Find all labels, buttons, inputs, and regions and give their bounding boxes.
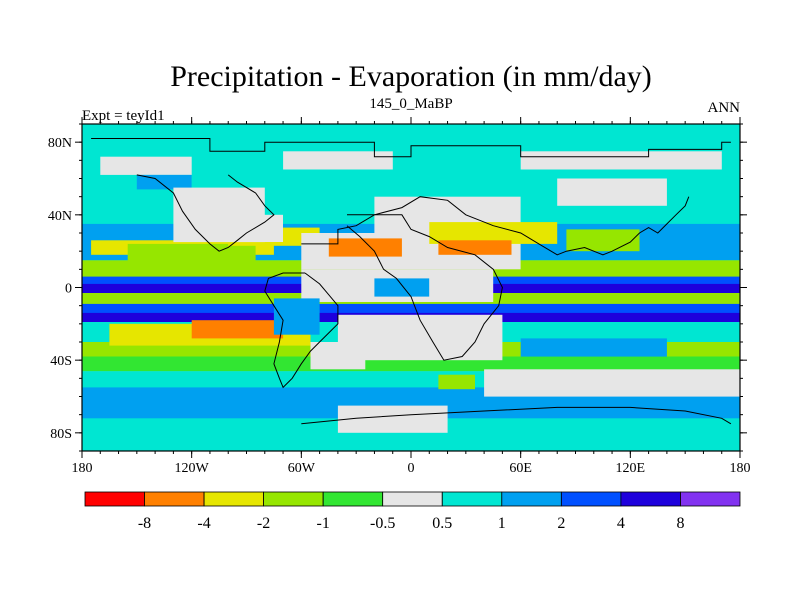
colorbar-box (203, 491, 265, 507)
colorbar-label: -4 (197, 515, 210, 532)
y-tick-label: 80N (48, 136, 72, 151)
coastline-layer (91, 138, 732, 425)
colorbar-label: 2 (557, 515, 565, 532)
colorbar-label: 4 (617, 515, 625, 532)
x-tick-label: 120W (175, 461, 210, 476)
region-23 (283, 151, 393, 170)
colorbar-box (620, 491, 681, 507)
region-34 (337, 314, 503, 361)
coastline-3 (264, 272, 339, 389)
colorbar-box (382, 491, 443, 507)
coastline-0 (91, 138, 731, 158)
colorbar-label: -1 (317, 515, 330, 532)
x-tick-label: 60W (288, 461, 316, 476)
region-37 (484, 369, 740, 397)
coastline-5 (301, 406, 732, 425)
region-22 (228, 214, 283, 242)
colorbar: -8 -4 -2 -1 -0.5 0.5 1 2 4 8 (84, 491, 741, 532)
coastline-4 (346, 214, 503, 361)
colorbar-label: 1 (498, 515, 506, 532)
left-label: Expt = teyId1 (82, 108, 165, 124)
chart-subtitle: 145_0_MaBP (369, 96, 452, 112)
colorbar-box (322, 491, 384, 507)
region-19 (100, 156, 192, 175)
region-38 (520, 338, 667, 357)
x-tick-label: 120E (616, 461, 646, 476)
plot-area: 180 120W 60W 0 60E 120E 180 80N 40N 0 40S 80S (48, 117, 751, 476)
x-axis: 180 120W 60W 0 60E 120E 180 (72, 117, 751, 476)
right-label: ANN (708, 100, 741, 116)
coastline-1 (136, 174, 275, 252)
y-tick-label: 40N (48, 209, 72, 224)
region-26 (557, 178, 667, 206)
colorbar-label: -2 (257, 515, 270, 532)
colorbar-box (441, 491, 503, 507)
colorbar-box (263, 491, 324, 507)
region-10 (82, 303, 740, 315)
colorbar-box (501, 491, 562, 507)
x-tick-label: 60E (509, 461, 532, 476)
region-14 (191, 320, 284, 339)
colorbar-box (84, 491, 145, 507)
x-tick-label: 0 (408, 461, 415, 476)
colorbar-box (561, 491, 622, 507)
region-15 (82, 356, 740, 371)
region-29 (429, 222, 558, 244)
y-axis: 80N 40N 0 40S 80S (48, 123, 747, 452)
x-tick-label: 180 (730, 461, 751, 476)
chart-title: Precipitation - Evaporation (in mm/day) (170, 60, 652, 93)
region-36 (374, 278, 430, 297)
region-31 (566, 229, 640, 252)
y-tick-label: 40S (50, 354, 72, 369)
region-40 (438, 374, 475, 390)
colorbar-label: -0.5 (370, 515, 395, 532)
region-30 (438, 240, 512, 255)
colorbar-label: 8 (677, 515, 685, 532)
color-fill-layer (82, 142, 740, 451)
y-tick-label: 0 (65, 282, 72, 297)
x-tick-label: 180 (72, 461, 93, 476)
region-35 (310, 342, 366, 370)
region-39 (337, 405, 448, 433)
colorbar-label: -8 (138, 515, 151, 532)
colorbar-box (680, 491, 741, 507)
region-25 (520, 151, 722, 170)
region-28 (328, 238, 402, 257)
y-tick-label: 80S (50, 427, 72, 442)
region-20 (136, 174, 192, 190)
colorbar-label: 0.5 (432, 515, 452, 532)
colorbar-box (144, 491, 205, 507)
region-5 (127, 243, 256, 263)
